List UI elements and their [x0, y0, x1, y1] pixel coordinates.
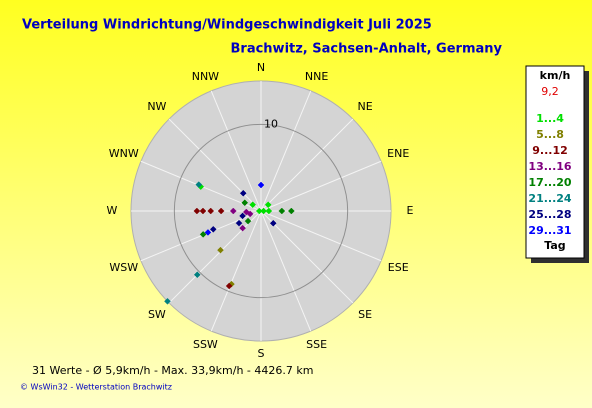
spoke: [168, 210, 262, 304]
direction-label: N: [257, 61, 265, 74]
spoke: [210, 90, 262, 212]
chart-subtitle: Brachwitz, Sachsen-Anhalt, Germany: [231, 42, 503, 57]
spoke: [260, 210, 382, 262]
data-point: [199, 231, 207, 238]
direction-label: W: [107, 204, 118, 217]
data-point: [209, 225, 217, 233]
data-point: [204, 229, 212, 236]
grid-ring: [173, 123, 349, 299]
data-point: [249, 201, 257, 209]
legend-note: 9,2: [541, 85, 559, 98]
data-point: [260, 207, 267, 215]
credit: © WsWin32 - Wetterstation Brachwitz: [20, 383, 172, 392]
r-tick-label: 10: [264, 117, 278, 130]
data-point: [239, 212, 246, 220]
data-point: [278, 207, 286, 215]
legend-title: km/h: [540, 69, 571, 82]
data-point: [239, 189, 247, 197]
direction-label: WSW: [109, 261, 138, 274]
legend-footer: Tag: [544, 239, 565, 252]
direction-label: NE: [358, 100, 373, 113]
direction-label: NNW: [192, 70, 219, 83]
data-point: [287, 207, 295, 215]
direction-label: S: [258, 347, 265, 360]
legend-entry: 29...31: [528, 224, 571, 237]
spoke: [260, 90, 312, 212]
legend-box: [525, 65, 585, 259]
chart-title: Verteilung Windrichtung/Windgeschwindigk…: [22, 18, 432, 33]
data-point: [195, 181, 203, 188]
spoke: [260, 210, 354, 304]
direction-label: SW: [148, 308, 166, 321]
data-point: [193, 207, 201, 215]
spoke: [140, 210, 262, 262]
direction-label: ESE: [388, 261, 409, 274]
data-point: [229, 207, 237, 215]
data-point: [269, 219, 277, 227]
data-point: [225, 282, 233, 290]
legend-entry: 5...8: [536, 128, 564, 141]
direction-label: NNE: [305, 70, 328, 83]
data-point: [257, 181, 265, 189]
data-point: [264, 201, 272, 209]
direction-label: SSE: [306, 338, 327, 351]
legend-entry: 1...4: [536, 112, 564, 125]
direction-label: SSW: [193, 338, 218, 351]
direction-label: NW: [147, 100, 166, 113]
spoke: [260, 210, 312, 332]
direction-label: WNW: [109, 147, 139, 160]
summary: 31 Werte - Ø 5,9km/h - Max. 33,9km/h - 4…: [32, 364, 313, 377]
spoke: [260, 118, 354, 212]
data-point: [207, 207, 215, 215]
legend-entry: 25...28: [528, 208, 571, 221]
data-point: [199, 207, 207, 215]
direction-label: ENE: [387, 147, 409, 160]
spoke: [168, 118, 262, 212]
data-point: [265, 207, 273, 215]
legend-entry: 17...20: [528, 176, 571, 189]
legend-entry: 9...12: [532, 144, 568, 157]
data-point: [164, 297, 171, 305]
data-point: [235, 219, 243, 227]
data-point: [241, 199, 249, 207]
data-point: [244, 217, 252, 225]
data-point: [217, 207, 225, 215]
data-point: [193, 271, 201, 279]
spoke: [210, 210, 262, 332]
direction-label: E: [407, 204, 414, 217]
data-point: [217, 246, 224, 254]
data-point: [246, 210, 254, 218]
legend-entry: 13...16: [528, 160, 571, 173]
legend-entry: 21...24: [528, 192, 571, 205]
spoke: [260, 160, 382, 212]
data-point: [239, 224, 246, 232]
direction-label: SE: [358, 308, 372, 321]
